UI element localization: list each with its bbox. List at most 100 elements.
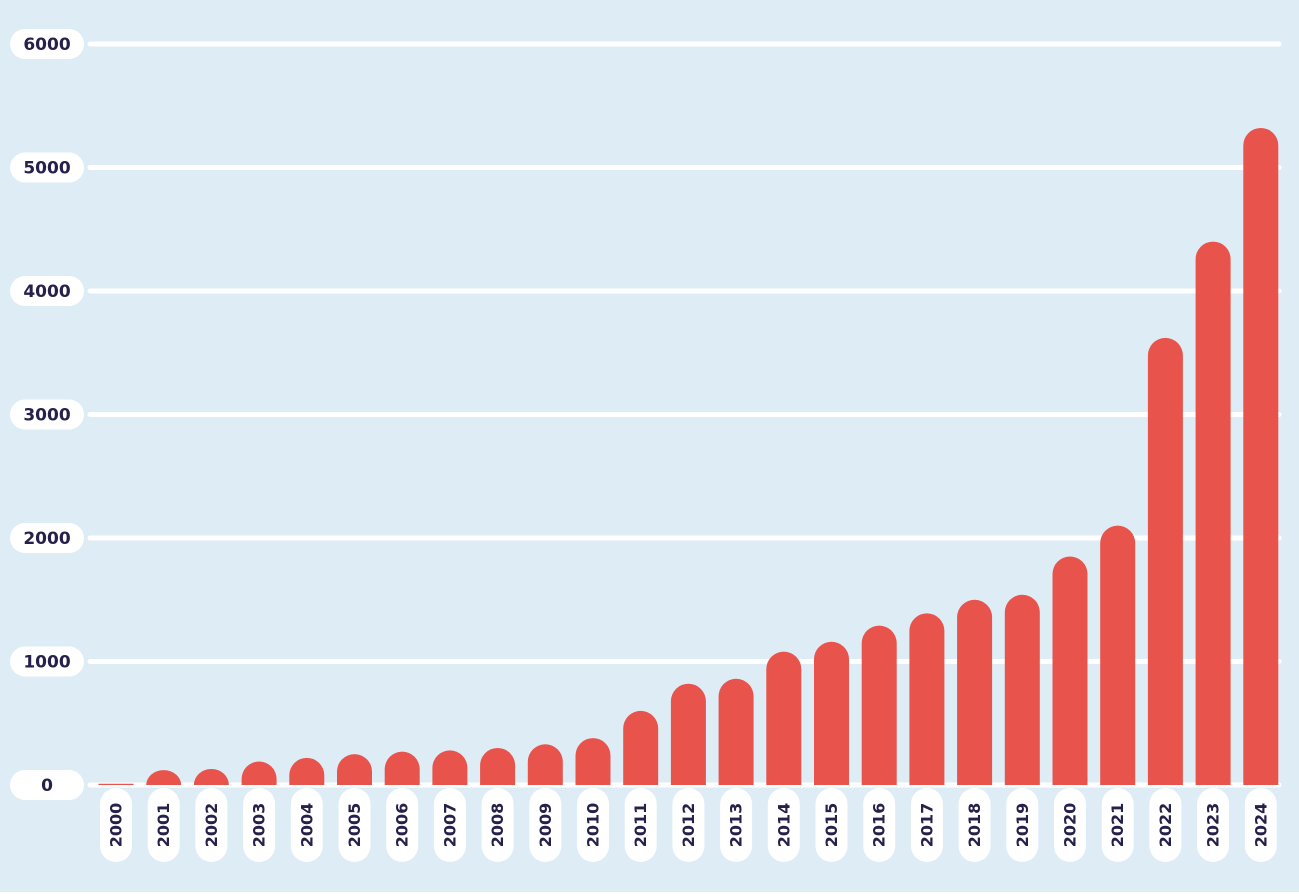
- x-tick-2014: 2014: [767, 788, 800, 862]
- x-tick-2010: 2010: [577, 788, 609, 862]
- x-tick-label: 2019: [1013, 803, 1032, 848]
- x-tick-2009: 2009: [529, 788, 562, 862]
- x-tick-label: 2022: [1156, 803, 1175, 848]
- bar-2012: [670, 683, 706, 785]
- x-tick-label: 2010: [584, 803, 603, 848]
- x-tick-label: 2016: [870, 803, 889, 848]
- x-tick-pill: [1149, 788, 1182, 862]
- x-tick-pill: [863, 788, 896, 862]
- x-tick-2008: 2008: [481, 788, 514, 862]
- x-tick-label: 2013: [727, 803, 746, 848]
- x-tick-label: 2002: [202, 803, 221, 848]
- y-tick-5000: 5000: [10, 152, 84, 183]
- x-tick-pill: [1101, 788, 1134, 862]
- y-tick-pill: [10, 29, 84, 59]
- y-tick-1000: 1000: [10, 646, 84, 677]
- x-tick-pill: [100, 788, 132, 862]
- y-tick-label: 2000: [23, 529, 70, 549]
- bar-2015: [814, 641, 849, 785]
- x-tick-label: 2017: [917, 803, 936, 848]
- x-tick-label: 2000: [107, 803, 126, 848]
- bar-2019: [1004, 594, 1040, 785]
- x-tick-pill: [243, 788, 276, 862]
- x-tick-label: 2008: [488, 803, 507, 848]
- x-tick-pill: [577, 788, 609, 862]
- bar-2022: [1147, 337, 1183, 785]
- x-tick-label: 2024: [1251, 803, 1270, 848]
- bar-2024: [1243, 127, 1279, 786]
- x-tick-pill: [624, 788, 657, 862]
- x-tick-2021: 2021: [1101, 788, 1134, 862]
- bar-2010: [575, 738, 611, 785]
- y-tick-pill: [10, 399, 84, 430]
- y-tick-pill: [10, 770, 84, 800]
- x-tick-2020: 2020: [1054, 788, 1086, 862]
- x-tick-label: 2011: [631, 803, 650, 848]
- x-tick-label: 2005: [345, 803, 364, 848]
- x-tick-label: 2021: [1108, 803, 1127, 848]
- x-tick-label: 2004: [297, 803, 316, 848]
- x-tick-2018: 2018: [958, 788, 991, 862]
- x-tick-2022: 2022: [1149, 788, 1182, 862]
- x-tick-label: 2020: [1061, 803, 1080, 848]
- bar-2007: [432, 750, 468, 785]
- x-tick-pill: [1054, 788, 1086, 862]
- x-tick-pill: [767, 788, 800, 862]
- x-tick-label: 2018: [965, 803, 984, 848]
- y-tick-label: 5000: [23, 159, 70, 179]
- y-tick-6000: 6000: [10, 29, 84, 59]
- x-tick-label: 2014: [774, 803, 793, 848]
- bar-2001: [146, 770, 182, 785]
- bar-2008: [480, 747, 516, 785]
- gridlines: [87, 41, 1282, 788]
- x-tick-pill: [386, 788, 419, 862]
- bar-2000: [98, 783, 134, 785]
- bars: [98, 127, 1279, 786]
- x-tick-label: 2006: [393, 803, 412, 848]
- x-tick-2003: 2003: [243, 788, 276, 862]
- x-tick-label: 2015: [822, 803, 841, 848]
- x-tick-pill: [481, 788, 514, 862]
- x-tick-label: 2023: [1204, 803, 1223, 848]
- x-tick-2023: 2023: [1197, 788, 1230, 862]
- x-tick-2005: 2005: [338, 788, 371, 862]
- x-tick-pill: [433, 788, 466, 862]
- x-tick-pill: [1006, 788, 1039, 862]
- x-tick-2016: 2016: [863, 788, 896, 862]
- x-tick-label: 2003: [250, 803, 269, 848]
- x-tick-2015: 2015: [815, 788, 848, 862]
- x-tick-2001: 2001: [147, 788, 180, 862]
- x-tick-2006: 2006: [386, 788, 419, 862]
- x-tick-pill: [1244, 788, 1277, 862]
- y-tick-label: 3000: [23, 406, 70, 426]
- y-tick-pill: [10, 523, 84, 553]
- bar-2017: [909, 613, 945, 785]
- x-tick-pill: [290, 788, 323, 862]
- y-tick-label: 1000: [23, 653, 70, 673]
- x-tick-2012: 2012: [672, 788, 705, 862]
- y-tick-0: 0: [10, 770, 84, 800]
- x-tick-pill: [338, 788, 371, 862]
- x-tick-pill: [147, 788, 180, 862]
- y-tick-4000: 4000: [10, 276, 84, 306]
- bar-2023: [1195, 241, 1231, 786]
- x-tick-2004: 2004: [290, 788, 323, 862]
- x-tick-2017: 2017: [910, 788, 943, 862]
- bar-2009: [527, 744, 563, 785]
- x-tick-pill: [815, 788, 848, 862]
- x-tick-label: 2009: [536, 803, 555, 848]
- bar-2014: [766, 651, 802, 785]
- x-tick-pill: [958, 788, 991, 862]
- y-tick-pill: [10, 152, 84, 183]
- x-tick-label: 2007: [440, 803, 459, 848]
- x-tick-pill: [1197, 788, 1230, 862]
- x-tick-2011: 2011: [624, 788, 657, 862]
- x-tick-label: 2012: [679, 803, 698, 848]
- bar-2002: [193, 768, 229, 785]
- x-tick-pill: [672, 788, 705, 862]
- y-axis-ticks: 0 1000 2000 3000 4000 5000 6000: [10, 29, 84, 800]
- x-tick-label: 2001: [154, 803, 173, 848]
- x-tick-2000: 2000: [100, 788, 132, 862]
